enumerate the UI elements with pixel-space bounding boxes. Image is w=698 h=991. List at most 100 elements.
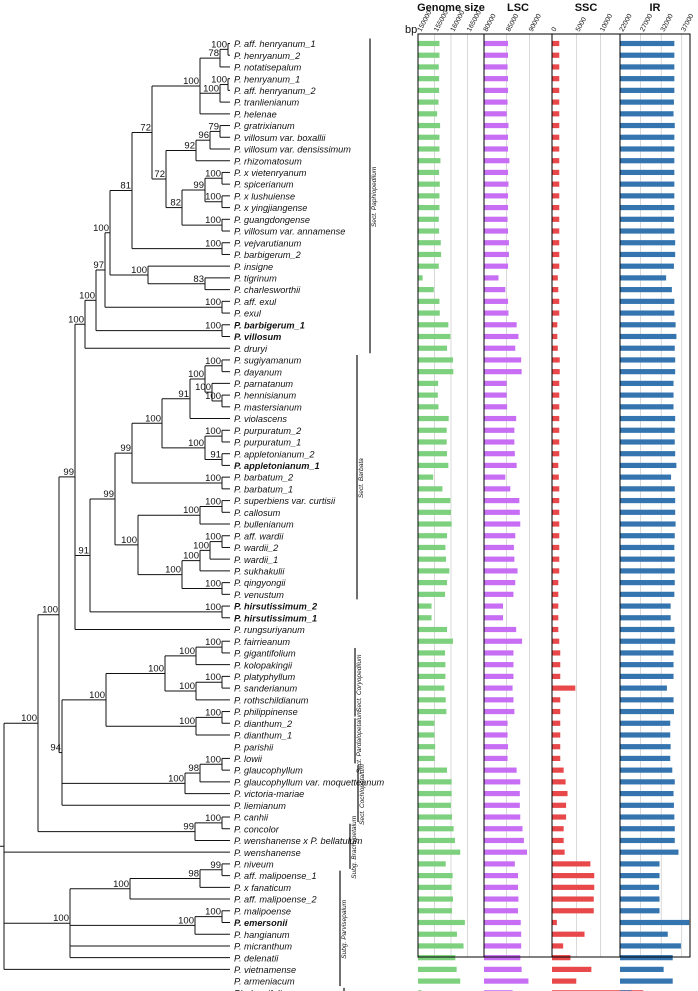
ssc-bar (552, 837, 564, 844)
lsc-bar (484, 744, 509, 750)
lsc-bar (484, 439, 515, 445)
lsc-bar (484, 732, 508, 738)
genome-bar (418, 322, 449, 328)
ssc-bar (552, 251, 560, 258)
genome-bar (418, 158, 441, 164)
ssc-bar (552, 580, 559, 586)
genome-bar (418, 263, 439, 269)
taxon-label: P. purpuratum_1 (234, 438, 301, 448)
section-label: Sect. Pardalopetalum (356, 710, 363, 774)
lsc-bar (484, 134, 509, 140)
ssc-bar (552, 287, 559, 293)
ir-bar (620, 87, 675, 93)
bootstrap-value: 72 (140, 122, 151, 133)
genome-bar (418, 87, 440, 93)
ssc-bar (552, 275, 558, 281)
genome-bar (418, 404, 439, 410)
taxon-label: P. dayanum (234, 367, 282, 377)
taxon-label: P. kolopakingii (234, 660, 293, 670)
ssc-bar (552, 111, 560, 117)
ssc-bar (552, 873, 595, 879)
ir-bar (620, 275, 667, 281)
ir-bar (620, 556, 675, 562)
ir-bar (620, 263, 674, 269)
taxon-label: P. purpuratum_2 (234, 426, 301, 436)
taxon-label: P. tranlienianum (234, 98, 300, 108)
lsc-bar (484, 322, 517, 328)
ir-bar (620, 615, 671, 621)
taxon-label: P. barbatum_2 (234, 473, 293, 483)
ssc-bar (552, 650, 561, 656)
bootstrap-value: 100 (79, 290, 95, 301)
lsc-bar (484, 908, 518, 914)
lsc-bar (484, 568, 518, 574)
taxon-label: P. hirsutissimum_2 (234, 602, 318, 612)
ir-bar (620, 134, 675, 140)
genome-bar (418, 591, 446, 597)
panel-title: Genome size (417, 2, 485, 14)
ir-bar (620, 240, 676, 246)
taxon-label: P. micranthum (234, 942, 292, 952)
lsc-bar (484, 193, 509, 199)
ssc-bar (552, 931, 585, 937)
lsc-bar (484, 978, 529, 984)
lsc-bar (484, 873, 518, 879)
lsc-bar (484, 497, 520, 504)
taxon-label: P. spicerianum (234, 180, 294, 190)
genome-bar (418, 193, 440, 199)
ssc-bar (552, 451, 560, 457)
taxon-label: P. niveum (234, 860, 274, 870)
ir-bar (620, 111, 674, 117)
taxon-label: P. henryanum_1 (234, 74, 300, 84)
lsc-bar (484, 896, 519, 902)
ssc-bar (552, 755, 561, 762)
ssc-bar (552, 849, 565, 855)
lsc-bar (484, 509, 520, 515)
lsc-bar (484, 720, 508, 726)
ssc-bar (552, 52, 560, 58)
lsc-bar (484, 486, 511, 492)
bootstrap-value: 92 (184, 140, 195, 151)
tick-label: 10000 (599, 13, 614, 33)
ssc-bar (552, 884, 595, 890)
bootstrap-value: 91 (78, 545, 89, 556)
lsc-bar (484, 415, 517, 422)
lsc-bar (484, 615, 504, 621)
genome-bar (418, 427, 447, 433)
taxon-label: P. vietnamense (234, 965, 296, 975)
lsc-bar (484, 251, 509, 258)
ssc-bar (552, 744, 561, 750)
genome-bar (418, 626, 448, 633)
taxon-label: P. henryanum_2 (234, 51, 300, 61)
genome-bar (418, 345, 448, 351)
ssc-bar (552, 415, 560, 422)
lsc-bar (484, 64, 508, 70)
ir-bar (620, 814, 675, 820)
ir-bar (620, 790, 674, 797)
ir-bar (620, 52, 675, 58)
taxon-label: P. wardii_1 (234, 555, 278, 565)
ir-bar (620, 158, 675, 164)
ir-bar (620, 122, 675, 129)
taxon-label: P. aff. malipoense_1 (234, 871, 317, 881)
ssc-bar (552, 568, 560, 574)
lsc-bar (484, 404, 508, 410)
bootstrap-value: 100 (188, 438, 204, 449)
tick-label: 80000 (483, 13, 498, 33)
lsc-bar (484, 861, 515, 867)
ssc-bar (552, 908, 594, 914)
taxon-label: P. victoria-mariae (234, 789, 304, 799)
ir-bar (620, 861, 660, 867)
lsc-bar (484, 533, 516, 539)
bootstrap-value: 100 (131, 265, 147, 276)
ir-bar (620, 673, 674, 679)
ssc-bar (552, 486, 560, 492)
taxon-label: P. insigne (234, 262, 273, 272)
genome-bar (418, 169, 440, 176)
lsc-bar (484, 767, 517, 773)
bootstrap-value: 99 (193, 180, 204, 191)
lsc-bar (484, 40, 509, 47)
taxon-label: P. helenae (234, 109, 277, 119)
taxon-label: P. gratrixianum (234, 121, 295, 131)
ssc-bar (552, 169, 560, 176)
